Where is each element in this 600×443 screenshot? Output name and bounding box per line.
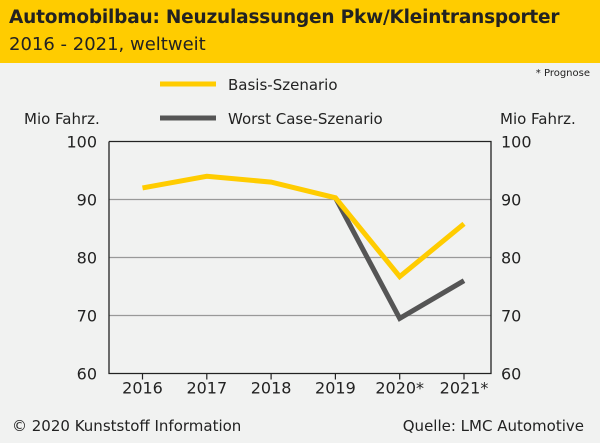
legend: Basis-Szenario Worst Case-Szenario (160, 76, 383, 128)
plot-frame (108, 140, 492, 375)
y-axis-label-right: Mio Fahrz. (500, 110, 576, 128)
y-tick-label-left: 60 (77, 365, 97, 384)
y-tick-label-left: 80 (77, 249, 97, 268)
copyright: © 2020 Kunststoff Information (12, 417, 242, 435)
y-tick-label-right: 80 (501, 249, 521, 268)
x-tick-label: 2018 (251, 379, 292, 398)
x-tick-label: 2016 (122, 379, 163, 398)
y-tick-label-left: 70 (77, 307, 97, 326)
legend-label-worst: Worst Case-Szenario (228, 110, 383, 128)
y-tick-label-right: 60 (501, 365, 521, 384)
forecast-note: * Prognose (535, 68, 590, 79)
chart-title: Automobilbau: Neuzulassungen Pkw/Kleintr… (9, 7, 560, 28)
y-tick-label-left: 100 (66, 133, 97, 152)
x-tick-label: 2020* (375, 379, 424, 398)
x-tick-label: 2017 (186, 379, 227, 398)
x-tick-label: 2021* (440, 379, 489, 398)
y-tick-label-right: 100 (501, 133, 532, 152)
y-tick-label-right: 70 (501, 307, 521, 326)
x-tick-label: 2019 (315, 379, 356, 398)
header: Automobilbau: Neuzulassungen Pkw/Kleintr… (0, 0, 600, 63)
y-axis-label-left: Mio Fahrz. (24, 110, 100, 128)
source: Quelle: LMC Automotive (402, 417, 584, 435)
legend-label-basis: Basis-Szenario (228, 76, 338, 94)
y-tick-label-left: 90 (77, 191, 97, 210)
chart-subtitle: 2016 - 2021, weltweit (9, 34, 206, 55)
y-tick-label-right: 90 (501, 191, 521, 210)
series-line-basis (142, 173, 466, 281)
